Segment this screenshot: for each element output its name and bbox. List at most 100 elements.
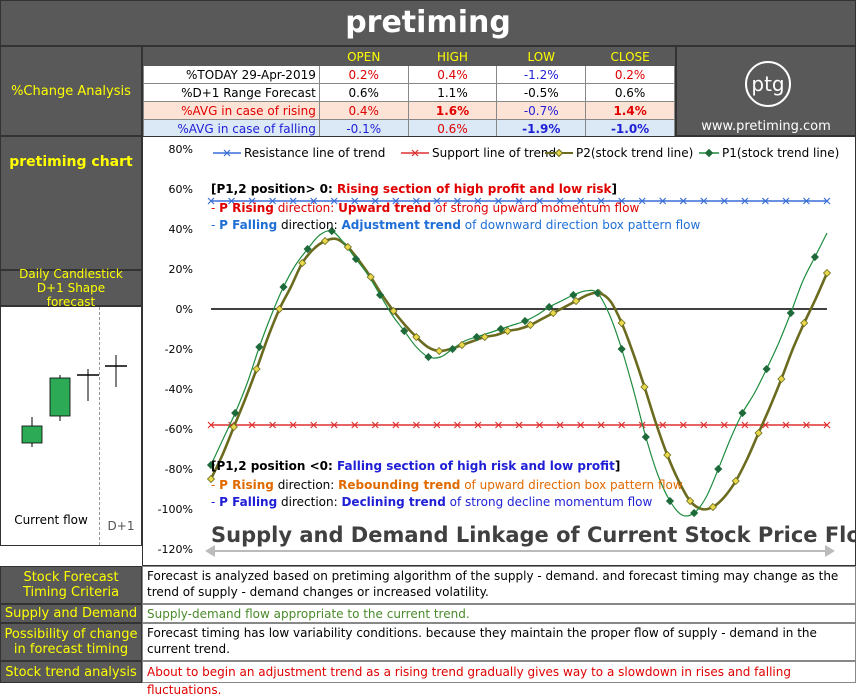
legend-item: Support line of trend	[401, 146, 556, 160]
banner-arrow-right	[825, 545, 835, 557]
p2-point	[412, 332, 421, 342]
chart-label: pretiming chart	[9, 154, 133, 170]
cell-close: -1.0%	[585, 119, 675, 138]
cell-open: 0.6%	[318, 83, 409, 102]
p1-point	[448, 344, 457, 354]
declining-trend-note: - P Falling direction: Declining trend o…	[211, 495, 653, 509]
resistance-marker	[720, 197, 728, 205]
table-row: %AVG in case of rising 0.4% 1.6% -0.7% 1…	[143, 101, 675, 120]
trend-chart: 80% 60% 40% 20% 0% -20% -40% -60% -80% -100% -120%…	[158, 143, 855, 557]
support-marker	[823, 421, 831, 429]
rising-section-heading: [P1,2 position> 0: Rising section of hig…	[211, 182, 617, 196]
p1-point	[279, 282, 288, 292]
p2-point	[731, 476, 740, 486]
y-tick-label: 0%	[176, 303, 193, 316]
legend-item: Resistance line of trend	[213, 146, 385, 160]
resistance-marker	[228, 197, 235, 205]
p1-point	[786, 308, 795, 318]
support-marker	[207, 421, 215, 429]
p1-point	[376, 290, 385, 300]
support-marker	[495, 421, 502, 429]
resistance-marker	[371, 197, 379, 205]
resistance-marker	[433, 197, 441, 205]
p2-point	[275, 304, 284, 314]
cell-open: 0.2%	[318, 65, 409, 84]
resistance-marker	[536, 197, 543, 205]
p1-point	[400, 326, 409, 336]
resistance-marker	[782, 197, 790, 205]
cell-close: 1.4%	[585, 101, 675, 120]
p1-trend-line	[210, 230, 828, 517]
cell-high: 1.6%	[407, 101, 498, 120]
y-tick-label: 20%	[169, 263, 193, 276]
support-marker	[679, 421, 687, 429]
info-text-supply: Supply-demand flow appropriate to the cu…	[142, 604, 856, 623]
header-high: HIGH	[407, 47, 498, 66]
support-marker	[474, 421, 482, 429]
p2-trend-line	[209, 237, 829, 511]
adjustment-trend-note: - P Falling direction: Adjustment trend …	[211, 218, 701, 232]
resistance-marker	[495, 197, 502, 205]
p1-point	[303, 244, 312, 254]
table-row: %D+1 Range Forecast 0.6% 1.1% -0.5% 0.6%	[143, 83, 675, 102]
p2-point	[571, 296, 581, 306]
analysis-header-blank	[143, 47, 320, 66]
y-tick-label: 80%	[169, 143, 193, 156]
support-marker	[412, 421, 420, 429]
p2-point	[526, 320, 535, 330]
p1-point	[545, 302, 554, 312]
legend-item: P1(stock trend line)	[699, 146, 839, 160]
resistance-marker	[679, 197, 687, 205]
support-marker	[720, 421, 728, 429]
support-marker	[392, 421, 400, 429]
support-marker	[741, 421, 749, 429]
resistance-marker	[351, 197, 359, 205]
p2-point	[754, 428, 763, 438]
analysis-header-row: OPEN HIGH LOW CLOSE	[143, 47, 675, 66]
logo-panel: ptg www.pretiming.com	[676, 46, 856, 136]
p2-point	[435, 346, 444, 356]
resistance-marker	[330, 197, 338, 205]
analysis-table: OPEN HIGH LOW CLOSE %TODAY 29-Apr-2019 0…	[143, 47, 675, 138]
candle-2	[49, 375, 71, 421]
p1-point	[641, 432, 650, 442]
y-tick-label: -80%	[165, 463, 193, 476]
p2-point	[640, 382, 649, 392]
banner-arrow-left	[205, 545, 215, 557]
candlestick-panel: Current flow D+1	[0, 306, 142, 546]
resistance-marker	[289, 197, 297, 205]
analysis-panel: OPEN HIGH LOW CLOSE %TODAY 29-Apr-2019 0…	[142, 46, 676, 138]
resistance-marker	[412, 197, 420, 205]
p1-point	[714, 464, 723, 474]
p1-point	[617, 344, 626, 354]
p1-point	[593, 288, 602, 298]
candle-3	[77, 369, 99, 401]
info-label-possibility: Possibility of change in forecast timing	[0, 623, 142, 661]
current-flow-label: Current flow	[14, 513, 88, 527]
resistance-marker	[659, 197, 667, 205]
p2-point	[229, 422, 238, 432]
resistance-marker	[207, 197, 215, 205]
cell-close: 0.6%	[585, 83, 675, 102]
support-marker	[659, 421, 667, 429]
p2-point	[663, 450, 672, 460]
legend-item: P2(stock trend line)	[545, 146, 693, 160]
resistance-marker	[515, 197, 523, 205]
support-marker	[515, 421, 523, 429]
resistance-marker	[761, 197, 769, 205]
p1-point	[472, 332, 481, 342]
resistance-marker	[618, 197, 626, 205]
y-tick-label: 60%	[169, 183, 193, 196]
y-tick-label: -60%	[165, 423, 193, 436]
y-tick-label: -100%	[158, 503, 193, 516]
support-marker	[556, 421, 564, 429]
header-open: OPEN	[318, 47, 409, 66]
resistance-marker	[310, 197, 318, 205]
p2-point	[617, 318, 626, 328]
chart-banner: Supply and Demand Linkage of Current Sto…	[211, 523, 855, 547]
support-marker	[577, 421, 585, 429]
legend-label: P1(stock trend line)	[722, 146, 839, 160]
d1-label: D+1	[107, 519, 135, 533]
support-marker	[536, 421, 543, 429]
cell-open: -0.1%	[318, 119, 409, 138]
